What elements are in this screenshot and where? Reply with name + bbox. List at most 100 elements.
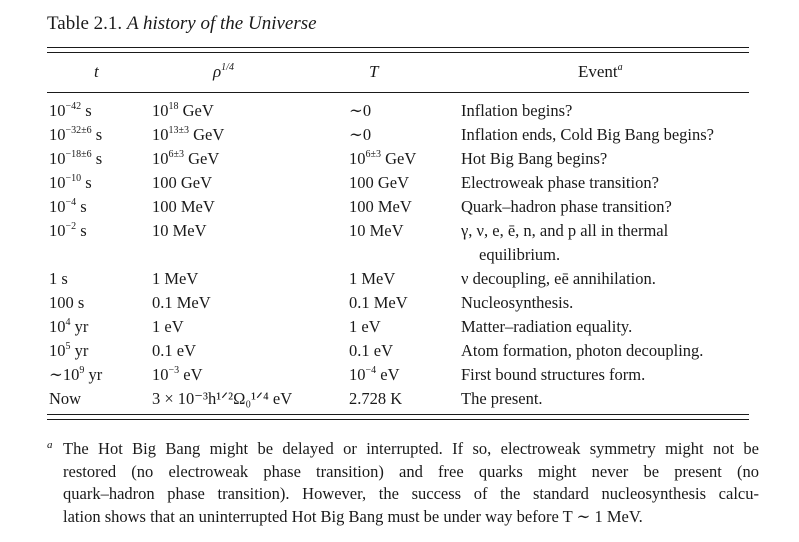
time-cell-value: ∼10 (49, 365, 80, 384)
time-cell-unit: s (81, 101, 92, 120)
density-cell: 1018 GeV (152, 101, 214, 121)
time-cell-exponent: −32±6 (65, 125, 92, 136)
time-cell-exponent: −4 (65, 197, 77, 208)
header-event: Eventa (578, 62, 623, 82)
header-density: ρ1/4 (213, 62, 234, 82)
time-cell: 10−42 s (49, 101, 92, 121)
temperature-cell-value: 1 MeV (349, 269, 396, 288)
time-cell: 10−18±6 s (49, 149, 102, 169)
time-cell-unit: yr (70, 341, 89, 360)
event-cell: Atom formation, photon decoupling. (461, 341, 704, 360)
density-cell-value: 0.1 eV (152, 341, 196, 360)
time-cell-value: 1 s (49, 269, 68, 288)
density-cell: 1 eV (152, 317, 184, 337)
event-cell: Matter–radiation equality. (461, 317, 633, 336)
top-rule-double (47, 52, 749, 53)
time-cell: 10−10 s (49, 173, 92, 193)
density-cell-value: 0.1 MeV (152, 293, 211, 312)
time-cell: 1 s (49, 269, 68, 289)
event-cell: ν decoupling, eē annihilation. (461, 269, 656, 288)
event-cell: First bound structures form. (461, 365, 646, 384)
table-row: 10−10 s 100 GeV 100 GeV Electroweak phase t… (0, 173, 799, 197)
time-cell: 105 yr (49, 341, 88, 361)
temperature-cell: 100 GeV (349, 173, 409, 193)
time-cell: Now (49, 389, 81, 409)
temperature-cell-value: 0.1 eV (349, 341, 393, 360)
time-cell: ∼109 yr (49, 365, 102, 385)
time-cell-exponent: 4 (65, 317, 71, 328)
time-cell-unit: s (81, 173, 92, 192)
table-row: 10−4 s 100 MeV 100 MeV Quark–hadron phase t… (0, 197, 799, 221)
time-cell-unit: s (76, 197, 87, 216)
header-density-exponent: 1/4 (221, 62, 234, 73)
time-cell: 100 s (49, 293, 84, 313)
temperature-cell-value: 2.728 K (349, 389, 403, 408)
event-cell-continuation: equilibrium. (479, 245, 561, 264)
temperature-cell-value: 100 MeV (349, 197, 412, 216)
caption-label: Table 2.1. (47, 13, 123, 34)
event-cell: γ, ν, e, ē, n, and p all in thermal (461, 221, 669, 240)
top-rule (47, 47, 749, 48)
footnote: a The Hot Big Bang might be delayed or i… (47, 438, 759, 528)
density-cell-value: 1 eV (152, 317, 184, 336)
table-row: 10−42 s 1018 GeV ∼0 Inflation begins? (0, 101, 799, 125)
density-cell-value: 100 GeV (152, 173, 213, 192)
density-cell-value: 10 MeV (152, 221, 207, 240)
time-cell-value: 10 (49, 173, 66, 192)
density-cell-value: 10 (152, 365, 169, 384)
temperature-cell-unit: eV (376, 365, 400, 384)
time-cell-exponent: −10 (65, 173, 82, 184)
temperature-cell: 10−4 eV (349, 365, 400, 385)
header-event-footnote-mark: a (617, 62, 623, 73)
event-cell: Nucleosynthesis. (461, 293, 574, 312)
time-cell-value: 10 (49, 317, 66, 336)
density-cell-unit: GeV (189, 125, 225, 144)
time-cell-value: 10 (49, 341, 66, 360)
table-row: 10−2 s 10 MeV 10 MeV γ, ν, e, ē, n, and p a… (0, 221, 799, 245)
event-cell: The present. (461, 389, 543, 408)
table-row: 105 yr 0.1 eV 0.1 eV Atom formation, photon… (0, 341, 799, 365)
density-cell: 0.1 MeV (152, 293, 211, 313)
time-cell-unit: s (91, 125, 103, 144)
footnote-line: The Hot Big Bang might be delayed or int… (63, 439, 759, 458)
caption-title: A history of the Universe (126, 13, 317, 34)
time-cell-value: 10 (49, 101, 66, 120)
temperature-cell: 1 MeV (349, 269, 395, 289)
footnote-line: quark–hadron phase transition). However,… (63, 484, 759, 503)
temperature-cell: 106±3 GeV (349, 149, 416, 169)
temperature-cell-value: 10 MeV (349, 221, 404, 240)
time-cell: 10−2 s (49, 221, 87, 241)
table-row: 100 s 0.1 MeV 0.1 MeV Nucleosynthesis. (0, 293, 799, 317)
density-cell-exponent: 13±3 (168, 125, 190, 136)
header-event-label: Event (578, 62, 618, 81)
time-cell-unit: s (91, 149, 103, 168)
temperature-cell: 10 MeV (349, 221, 404, 241)
density-cell-exponent: 6±3 (168, 149, 185, 160)
time-cell-exponent: 9 (79, 365, 85, 376)
time-cell: 104 yr (49, 317, 88, 337)
footnote-line: lation shows that an uninterrupted Hot B… (63, 506, 643, 526)
header-time: t (94, 62, 99, 81)
time-cell-value: 10 (49, 149, 66, 168)
temperature-cell: 2.728 K (349, 389, 402, 409)
temperature-cell: 0.1 eV (349, 341, 393, 361)
table-row: ∼109 yr 10−3 eV 10−4 eV First bound structu… (0, 365, 799, 389)
event-cell: Inflation begins? (461, 101, 573, 120)
temperature-cell: 1 eV (349, 317, 381, 337)
time-cell-unit: yr (84, 365, 103, 384)
bottom-rule-double (47, 419, 749, 420)
temperature-cell-value: 100 GeV (349, 173, 410, 192)
temperature-cell: ∼0 (349, 125, 371, 145)
temperature-cell-value: 10 (349, 149, 366, 168)
temperature-cell-value: 0.1 MeV (349, 293, 408, 312)
time-cell-exponent: −2 (65, 221, 77, 232)
temperature-cell-value: 1 eV (349, 317, 381, 336)
density-cell: 3 × 10⁻³h¹ᐟ²Ω₀¹ᐟ⁴ eV (152, 389, 292, 409)
table-row: 10−32±6 s 1013±3 GeV ∼0 Inflation ends, Col… (0, 125, 799, 149)
density-cell: 10 MeV (152, 221, 207, 241)
temperature-cell: 0.1 MeV (349, 293, 408, 313)
time-cell: 10−32±6 s (49, 125, 102, 145)
temperature-cell-value: ∼0 (349, 101, 372, 120)
footnote-mark: a (47, 439, 53, 451)
header-density-symbol: ρ (213, 62, 222, 81)
